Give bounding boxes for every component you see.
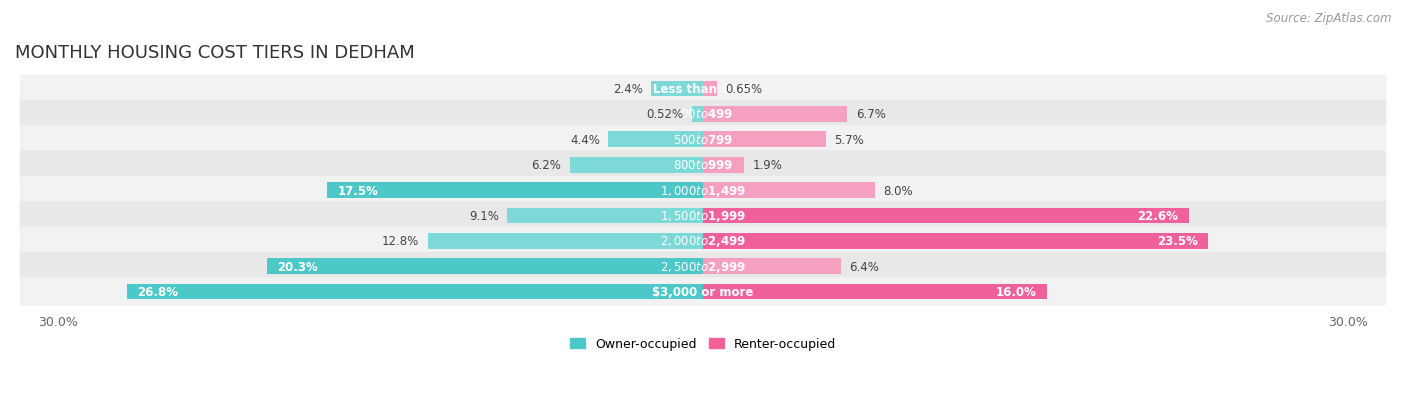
Text: 6.4%: 6.4%	[849, 260, 879, 273]
Text: $500 to $799: $500 to $799	[673, 133, 733, 147]
FancyBboxPatch shape	[20, 278, 1386, 306]
FancyBboxPatch shape	[20, 252, 1386, 281]
Text: 22.6%: 22.6%	[1137, 209, 1178, 222]
Text: 6.2%: 6.2%	[531, 159, 561, 172]
Text: Less than $300: Less than $300	[652, 83, 754, 96]
Text: 1.9%: 1.9%	[752, 159, 782, 172]
Bar	[692, 107, 703, 123]
Text: 4.4%: 4.4%	[569, 133, 600, 147]
Text: $300 to $499: $300 to $499	[673, 108, 733, 121]
Bar	[569, 157, 703, 173]
Bar	[703, 81, 717, 97]
Text: 0.52%: 0.52%	[647, 108, 683, 121]
Text: 23.5%: 23.5%	[1157, 235, 1198, 248]
Text: $3,000 or more: $3,000 or more	[652, 285, 754, 298]
Text: 5.7%: 5.7%	[834, 133, 863, 147]
Text: 12.8%: 12.8%	[382, 235, 419, 248]
Bar	[267, 259, 703, 274]
Legend: Owner-occupied, Renter-occupied: Owner-occupied, Renter-occupied	[565, 333, 841, 356]
Bar	[703, 284, 1047, 300]
FancyBboxPatch shape	[20, 126, 1386, 154]
Bar	[703, 233, 1208, 249]
Bar	[703, 157, 744, 173]
Bar	[609, 132, 703, 148]
Text: $2,500 to $2,999: $2,500 to $2,999	[659, 259, 747, 274]
Text: Source: ZipAtlas.com: Source: ZipAtlas.com	[1267, 12, 1392, 25]
Text: 16.0%: 16.0%	[995, 285, 1036, 298]
Bar	[651, 81, 703, 97]
Text: 17.5%: 17.5%	[337, 184, 378, 197]
Bar	[427, 233, 703, 249]
FancyBboxPatch shape	[20, 75, 1386, 104]
Text: $2,000 to $2,499: $2,000 to $2,499	[659, 234, 747, 249]
Text: $1,500 to $1,999: $1,500 to $1,999	[659, 209, 747, 223]
Bar	[508, 208, 703, 224]
Text: $1,000 to $1,499: $1,000 to $1,499	[659, 183, 747, 198]
FancyBboxPatch shape	[20, 176, 1386, 205]
Bar	[703, 259, 841, 274]
Text: 9.1%: 9.1%	[468, 209, 499, 222]
Text: MONTHLY HOUSING COST TIERS IN DEDHAM: MONTHLY HOUSING COST TIERS IN DEDHAM	[15, 44, 415, 62]
FancyBboxPatch shape	[20, 202, 1386, 230]
FancyBboxPatch shape	[20, 151, 1386, 180]
Text: $800 to $999: $800 to $999	[673, 159, 733, 172]
Text: 8.0%: 8.0%	[883, 184, 914, 197]
FancyBboxPatch shape	[20, 100, 1386, 129]
Text: 6.7%: 6.7%	[856, 108, 886, 121]
FancyBboxPatch shape	[20, 227, 1386, 255]
Text: 0.65%: 0.65%	[725, 83, 762, 96]
Text: 20.3%: 20.3%	[277, 260, 318, 273]
Bar	[703, 132, 825, 148]
Text: 26.8%: 26.8%	[138, 285, 179, 298]
Bar	[703, 107, 846, 123]
Bar	[127, 284, 703, 300]
Text: 2.4%: 2.4%	[613, 83, 643, 96]
Bar	[703, 183, 875, 199]
Bar	[703, 208, 1189, 224]
Bar	[326, 183, 703, 199]
